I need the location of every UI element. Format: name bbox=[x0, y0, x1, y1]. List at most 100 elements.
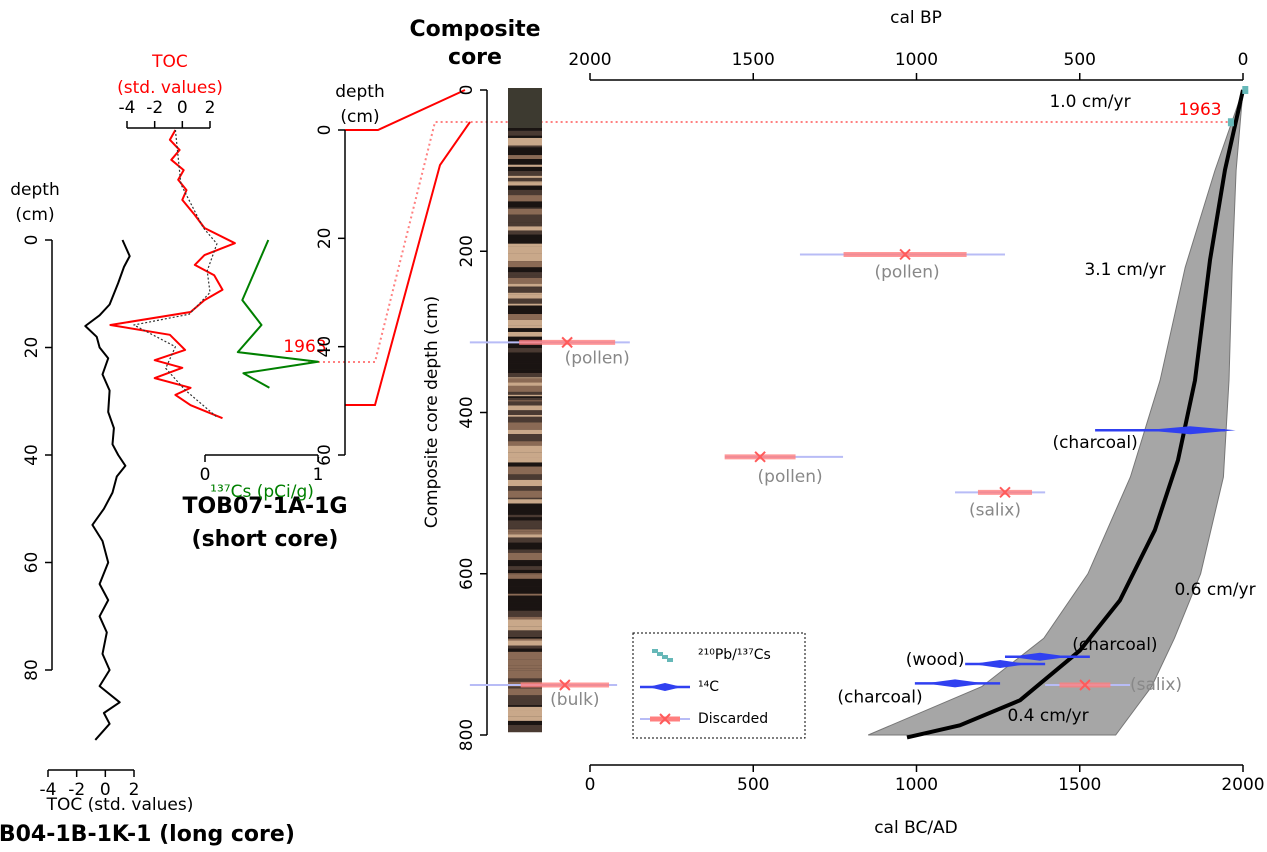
core-photo-band bbox=[508, 328, 542, 331]
core-photo-band bbox=[508, 377, 542, 379]
x2-tick-label: 1 bbox=[313, 465, 324, 485]
x-tick-label: 0 bbox=[177, 98, 188, 118]
date-label: (pollen) bbox=[875, 262, 940, 282]
core-photo-band bbox=[508, 610, 542, 617]
core-photo-band bbox=[508, 537, 542, 543]
core-photo-band bbox=[508, 520, 542, 529]
core-photo-band bbox=[508, 497, 542, 500]
core-photo-band bbox=[508, 665, 542, 669]
legend-box bbox=[632, 632, 806, 739]
core-photo-band bbox=[508, 645, 542, 649]
core-photo-band bbox=[508, 130, 542, 136]
y-tick-label: 40 bbox=[22, 444, 42, 466]
y-axis-label: depth bbox=[10, 180, 59, 200]
core-photo-band bbox=[508, 348, 542, 352]
core-photo-band bbox=[508, 616, 542, 620]
core-photo-band bbox=[508, 294, 542, 299]
core-photo-band bbox=[508, 234, 542, 238]
core-photo-band bbox=[508, 590, 542, 594]
rate-label: 0.6 cm/yr bbox=[1174, 580, 1255, 600]
core-photo-band bbox=[508, 363, 542, 370]
core-photo-band bbox=[508, 372, 542, 378]
core-photo-band bbox=[508, 283, 542, 287]
data-line bbox=[236, 239, 319, 389]
core-photo-band bbox=[508, 595, 542, 603]
date-label: (charcoal) bbox=[1072, 635, 1157, 655]
core-photo-band bbox=[508, 208, 542, 215]
core-photo-band bbox=[508, 678, 542, 682]
core-photo-band bbox=[508, 573, 542, 575]
core-photo-band bbox=[508, 688, 542, 696]
core-photo-band bbox=[508, 574, 542, 579]
legend-label: ¹⁴C bbox=[698, 679, 719, 695]
core-photo-band bbox=[508, 509, 542, 515]
core-photo-band bbox=[508, 137, 542, 146]
core-photo-band bbox=[508, 207, 542, 209]
core-photo-band bbox=[508, 361, 542, 364]
x-tick-label: -2 bbox=[146, 98, 163, 118]
core-photo-band bbox=[508, 531, 542, 535]
core-photo-band bbox=[508, 586, 542, 591]
core-photo-band bbox=[508, 659, 542, 666]
chart-title: Composite bbox=[409, 17, 540, 42]
x-axis-label: TOC (std. values) bbox=[46, 795, 194, 815]
core-photo-band bbox=[508, 441, 542, 446]
x-axis-label: TOC bbox=[151, 52, 188, 72]
core-photo-band bbox=[508, 303, 542, 306]
x-tick-label: -2 bbox=[68, 780, 85, 800]
core-photo-band bbox=[508, 369, 542, 373]
x2-tick-label: 1500 bbox=[732, 50, 775, 70]
x2-tick-label: 500 bbox=[1064, 50, 1096, 70]
correlation-line bbox=[345, 89, 466, 131]
core-photo-band bbox=[508, 651, 542, 660]
core-photo-band bbox=[508, 410, 542, 415]
legend-symbol bbox=[648, 683, 682, 691]
x-tick-label: 2 bbox=[129, 780, 140, 800]
core-photo-band bbox=[508, 503, 542, 510]
core-photo-band bbox=[508, 325, 542, 329]
core-photo-band bbox=[508, 429, 542, 435]
core-photo-band bbox=[508, 175, 542, 178]
core-photo-band bbox=[508, 305, 542, 313]
y-axis-label: (cm) bbox=[15, 205, 54, 225]
rate-label: 3.1 cm/yr bbox=[1084, 260, 1165, 280]
core-photo-band bbox=[508, 319, 542, 326]
core-photo-band bbox=[508, 514, 542, 518]
core-photo-band bbox=[508, 695, 542, 700]
core-photo-band bbox=[508, 226, 542, 231]
date-marker bbox=[561, 336, 573, 349]
legend-symbol bbox=[667, 658, 673, 662]
x-tick-label: 2 bbox=[205, 98, 216, 118]
y-axis-label: (cm) bbox=[340, 107, 379, 127]
core-photo-band bbox=[508, 445, 542, 453]
core-photo-band bbox=[508, 166, 542, 172]
core-photo-band bbox=[508, 214, 542, 223]
core-photo-band bbox=[508, 391, 542, 395]
core-photo-band bbox=[508, 593, 542, 596]
y-tick-label: 0 bbox=[315, 125, 335, 136]
date-marker bbox=[1079, 679, 1091, 691]
core-photo-band bbox=[508, 452, 542, 458]
marker-1963-line bbox=[308, 121, 1232, 363]
date-marker bbox=[1144, 426, 1236, 435]
y-tick-label: 600 bbox=[457, 558, 477, 590]
core-photo-band bbox=[508, 602, 542, 608]
annotation: 1963 bbox=[283, 337, 326, 357]
core-photo-band bbox=[508, 499, 542, 504]
date-label: (pollen) bbox=[565, 348, 630, 368]
legend-symbol bbox=[662, 655, 668, 659]
y-tick-label: 20 bbox=[22, 337, 42, 359]
pb-cs-date bbox=[1242, 86, 1249, 94]
data-line bbox=[84, 239, 131, 741]
x2-tick-label: 1000 bbox=[895, 50, 938, 70]
chart-title: TOB07-1A-1G bbox=[182, 494, 347, 519]
core-photo-band bbox=[508, 640, 542, 646]
y-tick-label: 20 bbox=[315, 228, 335, 250]
data-line bbox=[109, 129, 236, 420]
model-line bbox=[906, 89, 1245, 740]
x-tick-label: 1000 bbox=[895, 775, 938, 795]
legend-symbol bbox=[657, 652, 663, 656]
y-tick-label: 40 bbox=[315, 336, 335, 358]
core-photo-band bbox=[508, 159, 542, 165]
y-tick-label: 0 bbox=[22, 235, 42, 246]
